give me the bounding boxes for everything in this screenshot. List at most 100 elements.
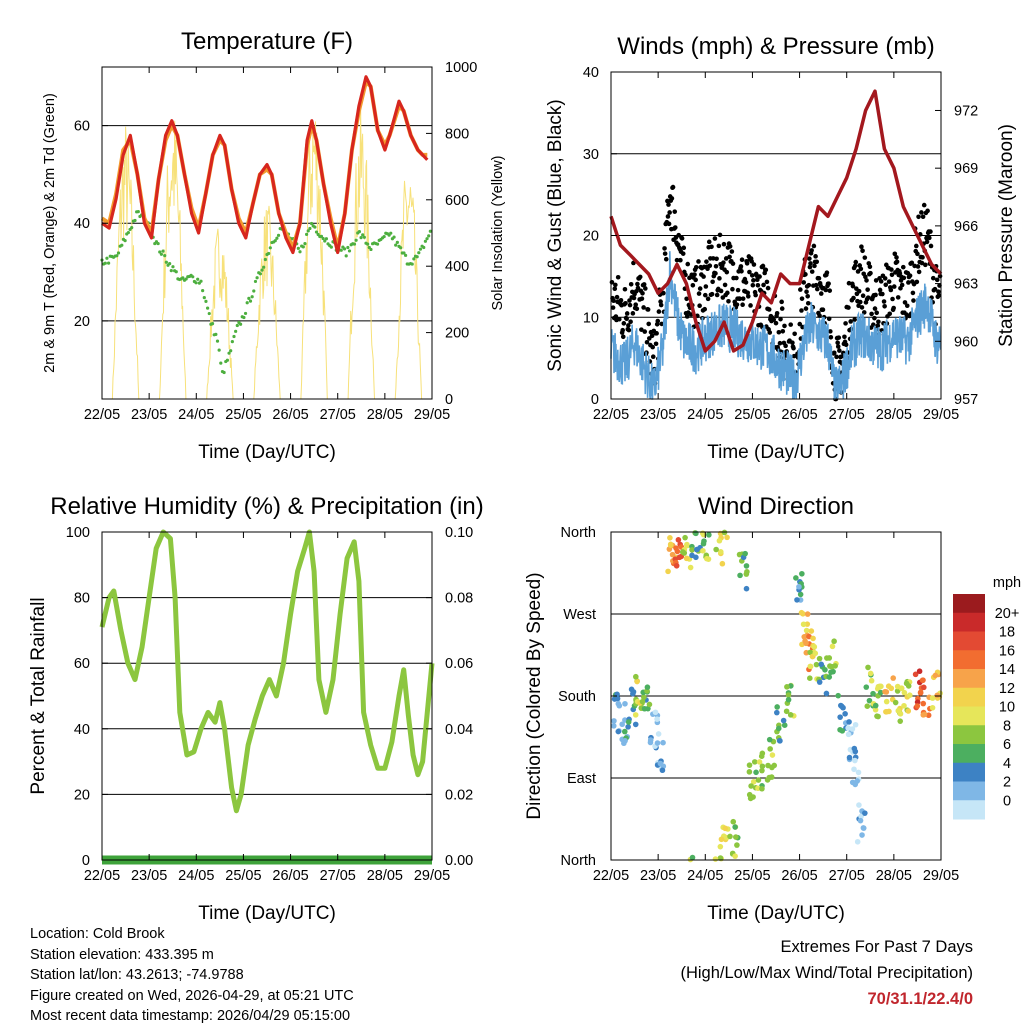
dewpoint-point	[210, 321, 215, 326]
x-tick-label: 23/05	[131, 868, 167, 884]
direction-point	[660, 739, 666, 746]
x-tick-label: 23/05	[131, 407, 167, 423]
direction-point	[759, 785, 765, 792]
gust-point	[907, 273, 913, 278]
dewpoint-point	[120, 243, 124, 247]
direction-point	[816, 679, 823, 685]
gust-point	[663, 256, 669, 262]
dewpoint-point	[298, 250, 302, 254]
colorbar-swatch	[953, 800, 985, 820]
dewpoint-point	[243, 311, 248, 316]
direction-point	[822, 666, 828, 673]
gust-point	[669, 196, 675, 201]
gust-point	[707, 263, 713, 268]
gust-point	[713, 271, 718, 276]
gust-point	[766, 307, 772, 312]
gust-point	[706, 239, 712, 245]
direction-point	[732, 824, 738, 830]
gust-point	[611, 298, 616, 304]
dewpoint-point	[267, 251, 271, 256]
direction-point	[625, 719, 632, 725]
x-tick-label: 24/05	[178, 407, 214, 423]
direction-point	[804, 611, 811, 617]
gust-point	[865, 295, 871, 300]
gust-point	[827, 288, 833, 293]
gust-point	[626, 327, 632, 333]
direction-point	[829, 663, 835, 670]
direction-point	[712, 856, 719, 862]
gust-point	[916, 214, 921, 220]
dewpoint-point	[247, 296, 251, 301]
gust-point	[872, 306, 878, 311]
direction-point	[859, 832, 865, 838]
gust-point	[851, 295, 856, 301]
dewpoint-point	[375, 242, 380, 246]
gust-point	[655, 318, 661, 324]
gust-point	[765, 285, 771, 291]
gust-point	[842, 334, 847, 340]
dewpoint-point	[262, 265, 266, 269]
gust-point	[633, 302, 639, 307]
dewpoint-point	[161, 249, 165, 253]
gust-point	[740, 296, 746, 301]
direction-point	[655, 731, 662, 737]
winds-ylabel: Sonic Wind & Gust (Blue, Black)	[545, 99, 566, 371]
x-tick-label: 27/05	[320, 407, 356, 423]
gust-point	[824, 270, 830, 275]
direction-point	[748, 783, 754, 789]
humidity-title: Relative Humidity (%) & Precipitation (i…	[50, 493, 483, 520]
gust-point	[717, 232, 723, 238]
gust-point	[696, 259, 701, 264]
y-tick-label: North	[561, 525, 596, 541]
dewpoint-point	[273, 239, 277, 243]
dewpoint-point	[252, 289, 256, 293]
gust-point	[722, 282, 728, 288]
dewpoint-point	[174, 270, 178, 274]
gust-point	[920, 214, 926, 220]
direction-point	[883, 698, 890, 705]
gust-point	[721, 241, 727, 247]
y-right-tick-label: 966	[954, 219, 978, 235]
gust-point	[627, 302, 633, 308]
gust-point	[616, 316, 622, 322]
temperature-ylabel-right: Solar Insolation (Yellow)	[490, 155, 506, 310]
gust-point	[860, 293, 866, 299]
gust-point	[865, 287, 870, 292]
gust-point	[729, 249, 735, 254]
wind_direction-xlabel: Time (Day/UTC)	[707, 903, 845, 924]
direction-point	[654, 716, 660, 722]
gust-point	[882, 303, 887, 309]
dewpoint-point	[201, 289, 205, 293]
direction-point	[713, 546, 719, 553]
humidity-xlabel: Time (Day/UTC)	[198, 903, 336, 924]
gust-point	[852, 317, 857, 322]
y-right-tick-label: 963	[954, 277, 978, 293]
temperature-xlabel: Time (Day/UTC)	[198, 442, 336, 463]
gust-point	[876, 319, 881, 325]
colorbar-swatch	[953, 687, 985, 707]
gust-point	[665, 198, 670, 204]
gust-point	[613, 282, 618, 288]
gust-point	[920, 255, 925, 260]
dewpoint-point	[235, 323, 239, 328]
direction-point	[689, 854, 696, 861]
direction-point	[845, 731, 852, 738]
y-tick-label: 100	[66, 525, 90, 541]
dewpoint-point	[425, 237, 429, 241]
gust-point	[811, 243, 817, 249]
colorbar-label: 2	[1003, 775, 1011, 791]
dewpoint-point	[164, 260, 168, 264]
x-tick-label: 26/05	[781, 868, 817, 884]
dewpoint-point	[126, 230, 130, 235]
y-right-tick-label: 600	[445, 193, 469, 209]
x-tick-label: 28/05	[367, 407, 403, 423]
gust-point	[902, 300, 908, 305]
direction-point	[852, 781, 859, 788]
colorbar-label: 0	[1003, 793, 1011, 809]
gust-point	[739, 257, 745, 263]
direction-point	[746, 762, 753, 768]
y-right-tick-label: 969	[954, 161, 978, 177]
direction-point	[621, 728, 628, 735]
dewpoint-point	[276, 233, 281, 237]
